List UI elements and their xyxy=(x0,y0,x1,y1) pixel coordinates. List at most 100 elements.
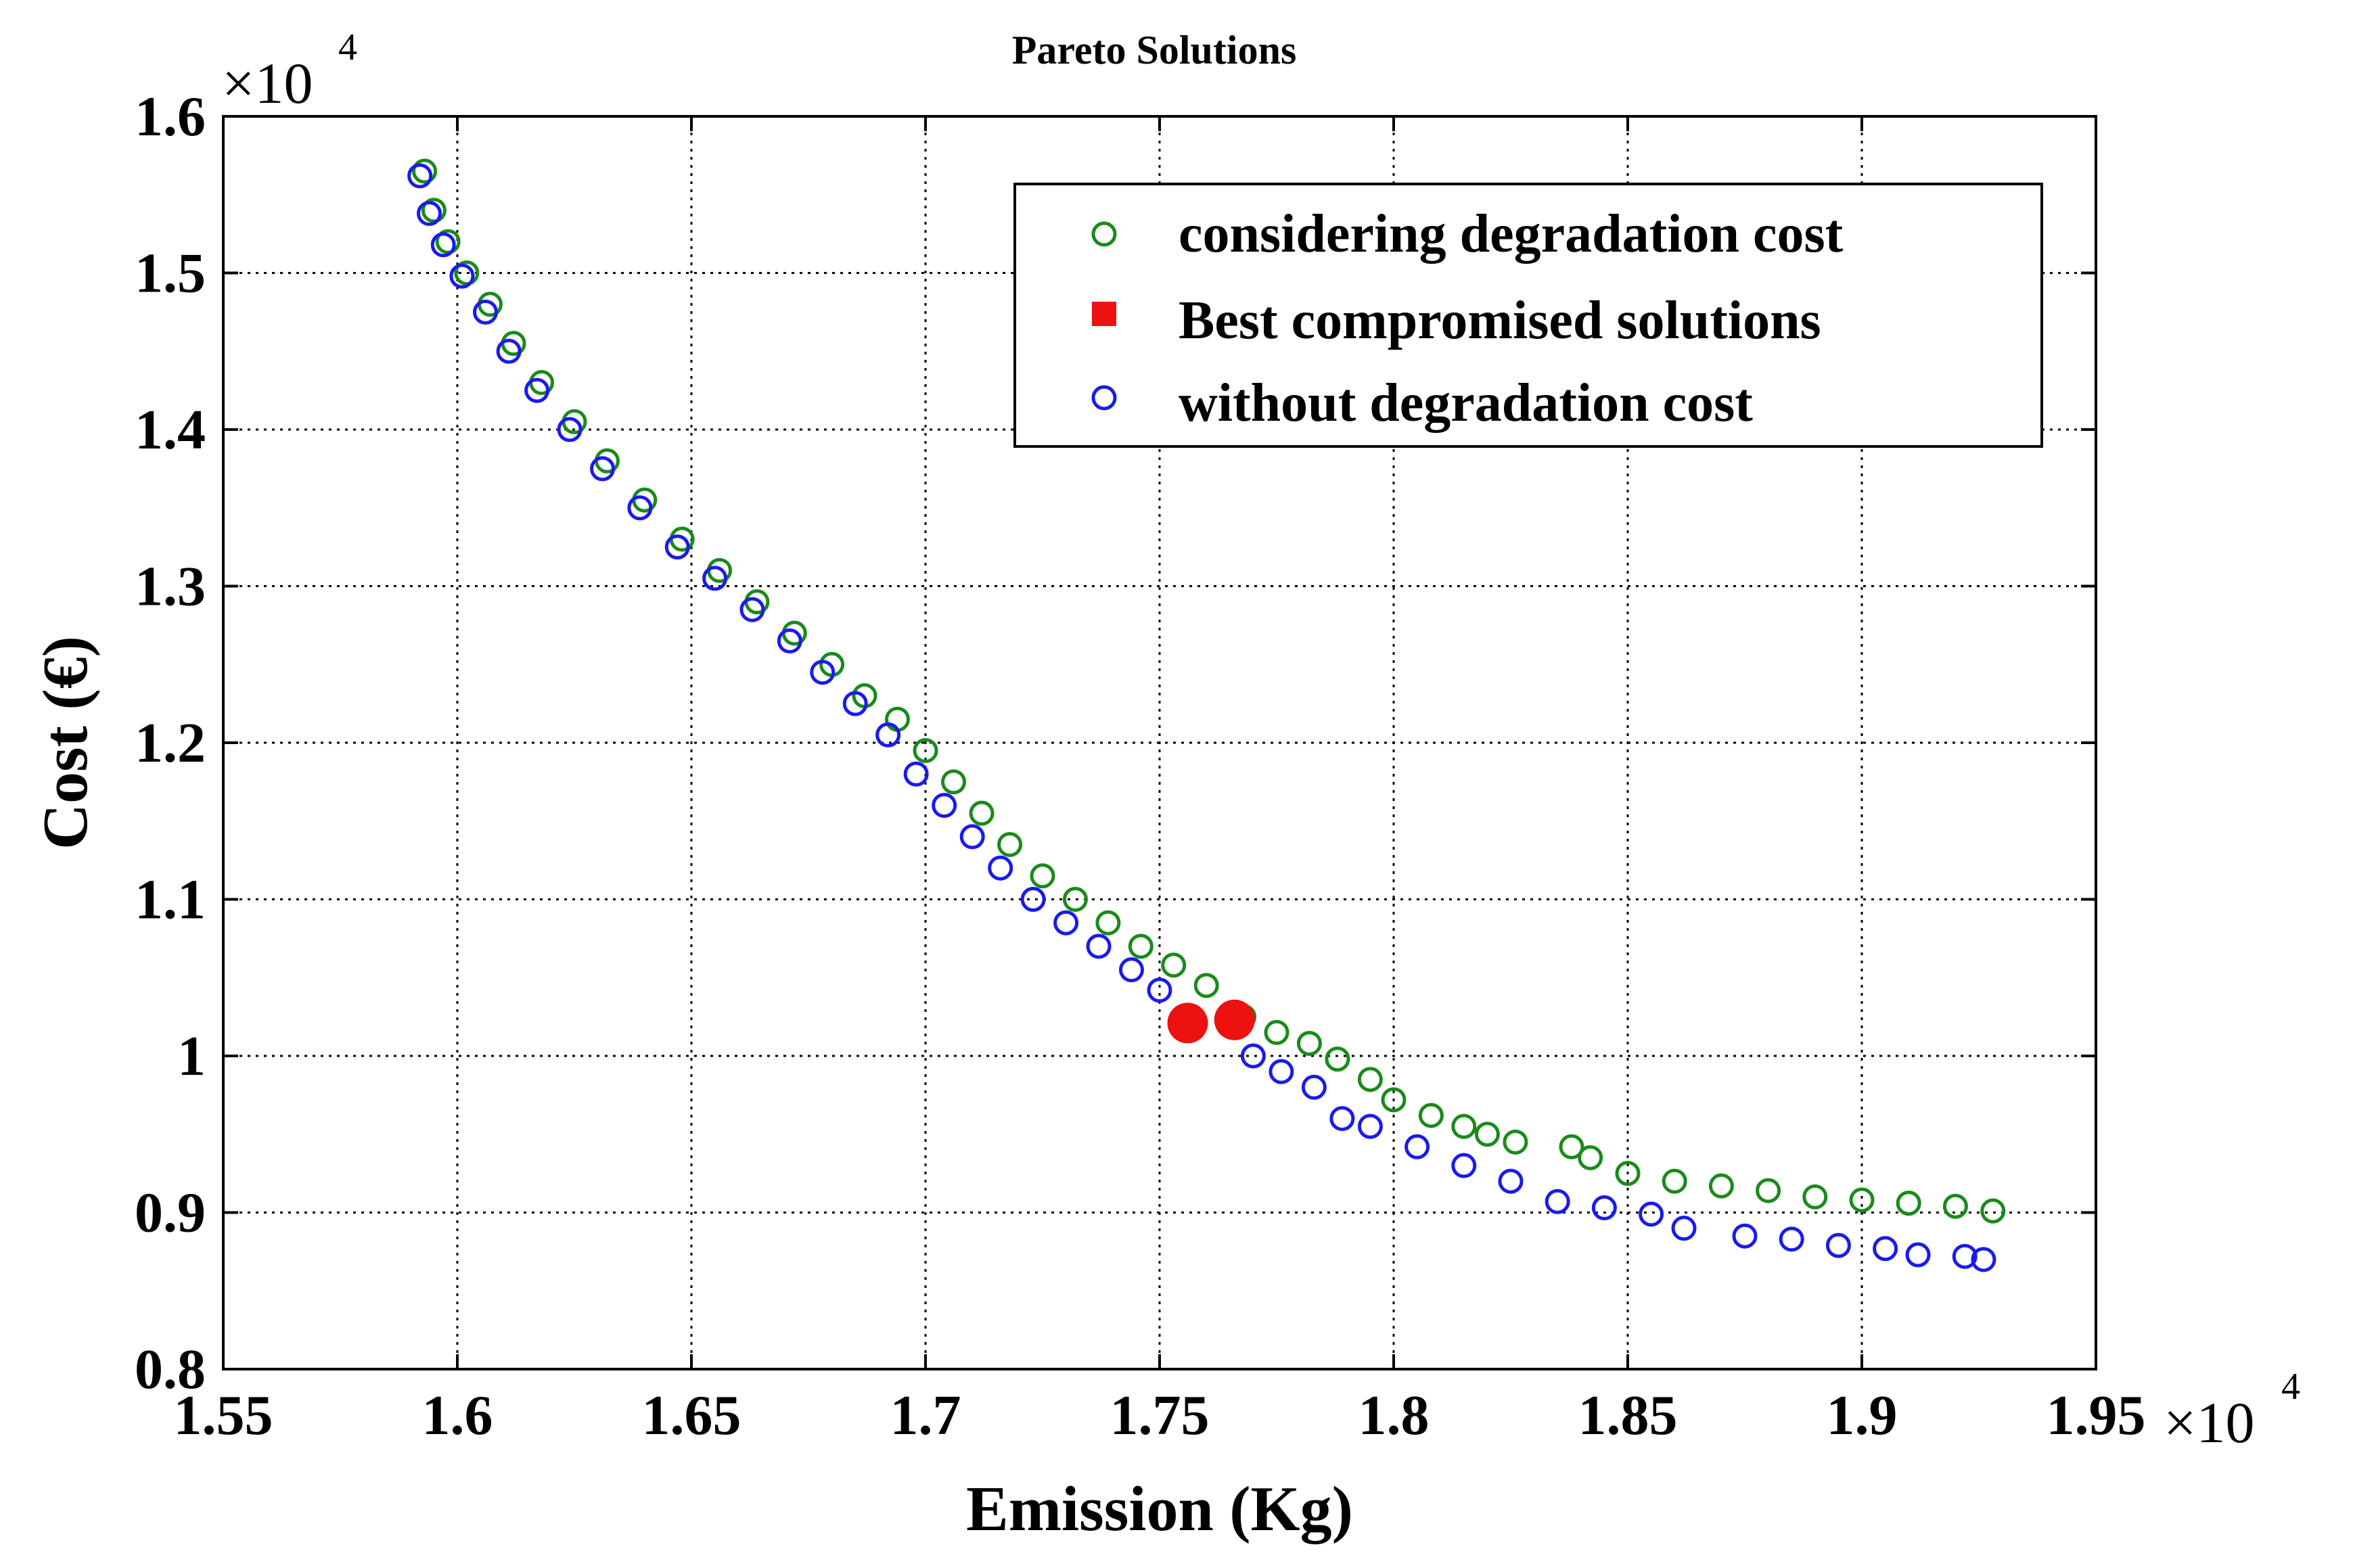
considering-degradation-point xyxy=(1357,1067,1383,1092)
without-degradation-point xyxy=(1671,1216,1697,1241)
x-tick-label: 1.75 xyxy=(1110,1384,1210,1447)
without-degradation-point xyxy=(416,201,442,227)
without-degradation-point xyxy=(449,263,475,289)
without-degradation-point xyxy=(1952,1243,1978,1269)
considering-degradation-point xyxy=(1662,1168,1687,1194)
considering-degradation-point xyxy=(1802,1184,1828,1209)
considering-degradation-point xyxy=(1296,1030,1322,1056)
legend-marker-best xyxy=(1092,302,1116,326)
considering-degradation-point xyxy=(1095,910,1121,936)
y-tick-label: 1.2 xyxy=(135,712,206,775)
without-degradation-point xyxy=(739,597,765,622)
x-axis-label: Emission (Kg) xyxy=(966,1474,1353,1544)
considering-degradation-point xyxy=(1381,1087,1407,1113)
legend-label-best: Best compromised solutions xyxy=(1179,291,1821,350)
considering-degradation-point xyxy=(941,769,967,795)
y-exponent-power: 4 xyxy=(338,26,357,68)
without-degradation-point xyxy=(473,299,499,325)
x-tick-label: 1.85 xyxy=(1578,1384,1678,1447)
legend-label-without: without degradation cost xyxy=(1179,373,1753,433)
without-degradation-point xyxy=(1118,957,1144,983)
y-axis-label: Cost (€) xyxy=(30,636,101,850)
axis-ticks: 1.55 1.6 1.65 1.7 1.75 1.8 1.85 1.9 1.95 0.8 0.9 1 1… xyxy=(135,85,2146,1447)
without-degradation-point xyxy=(1498,1168,1524,1194)
considering-degradation-point xyxy=(1451,1113,1477,1139)
without-degradation-point xyxy=(1086,933,1112,959)
considering-degradation-point xyxy=(1161,952,1187,978)
without-degradation-point xyxy=(1905,1242,1931,1268)
considering-degradation-point xyxy=(913,738,938,764)
without-degradation-point xyxy=(1873,1236,1898,1262)
considering-degradation-point xyxy=(412,158,438,184)
y-tick-label: 1.1 xyxy=(135,869,206,931)
without-degradation-point xyxy=(496,338,522,364)
considering-degradation-point xyxy=(1030,863,1055,889)
legend-marker-without xyxy=(1091,385,1117,411)
considering-degradation-point xyxy=(1128,933,1153,959)
x-tick-label: 1.9 xyxy=(1827,1384,1898,1447)
without-degradation-point xyxy=(1971,1247,1996,1272)
considering-degradation-point xyxy=(1062,887,1088,912)
considering-degradation-point xyxy=(997,831,1023,857)
x-tick-label: 1.8 xyxy=(1358,1384,1430,1447)
y-tick-label: 1.4 xyxy=(135,398,206,461)
best-solution-point xyxy=(1167,1002,1208,1044)
x-tick-label: 1.95 xyxy=(2047,1384,2146,1447)
without-degradation-point xyxy=(1404,1134,1430,1159)
considering-degradation-point xyxy=(1849,1187,1875,1213)
considering-degradation-point xyxy=(1474,1122,1500,1147)
considering-degradation-point xyxy=(1615,1161,1641,1186)
y-exponent-label: ×10 xyxy=(222,51,313,116)
without-degradation-point xyxy=(810,660,836,685)
without-degradation-point xyxy=(702,566,728,591)
without-degradation-point xyxy=(777,628,802,654)
considering-degradation-point xyxy=(421,198,447,223)
without-degradation-point xyxy=(988,855,1013,881)
data-points xyxy=(407,158,2006,1272)
without-degradation-point xyxy=(524,377,550,403)
considering-degradation-point xyxy=(1708,1173,1734,1199)
without-degradation-point xyxy=(932,793,957,818)
without-degradation-point xyxy=(407,163,433,189)
without-degradation-point xyxy=(1357,1113,1383,1139)
without-degradation-point xyxy=(590,456,616,482)
y-tick-label: 0.9 xyxy=(135,1182,206,1245)
without-degradation-point xyxy=(1825,1232,1851,1258)
x-tick-label: 1.6 xyxy=(422,1384,493,1447)
without-degradation-point xyxy=(1779,1226,1804,1252)
considering-degradation-point xyxy=(1325,1046,1350,1072)
without-degradation-point xyxy=(1269,1059,1294,1084)
legend-label-considering: considering degradation cost xyxy=(1179,204,1844,264)
without-degradation-point xyxy=(903,761,929,787)
x-exponent-power: 4 xyxy=(2281,1366,2300,1408)
chart-title: Pareto Solutions xyxy=(1012,28,1297,72)
legend-box xyxy=(1013,183,2043,448)
without-degradation-point xyxy=(875,722,901,747)
without-degradation-point xyxy=(1240,1043,1266,1069)
considering-degradation-point xyxy=(435,229,461,254)
without-degradation-point xyxy=(1147,977,1172,1003)
y-tick-label: 1.3 xyxy=(135,555,206,618)
x-tick-label: 1.55 xyxy=(174,1384,273,1447)
without-degradation-point xyxy=(959,824,985,850)
considering-degradation-point xyxy=(1578,1145,1603,1170)
without-degradation-point xyxy=(1329,1106,1355,1132)
legend: considering degradation cost Best compro… xyxy=(1013,183,2043,448)
without-degradation-point xyxy=(1545,1189,1570,1214)
y-tick-label: 1.6 xyxy=(135,85,206,148)
considering-degradation-point xyxy=(969,800,995,826)
considering-degradation-point xyxy=(1264,1019,1289,1045)
considering-degradation-point xyxy=(1896,1191,1921,1216)
without-degradation-point xyxy=(557,417,582,442)
without-degradation-point xyxy=(664,534,690,560)
without-degradation-point xyxy=(1301,1074,1327,1100)
without-degradation-point xyxy=(1591,1195,1617,1221)
without-degradation-point xyxy=(1451,1153,1477,1178)
x-tick-label: 1.65 xyxy=(642,1384,741,1447)
considering-degradation-point xyxy=(1559,1134,1584,1159)
y-tick-label: 1.5 xyxy=(135,242,206,305)
x-exponent-label: ×10 xyxy=(2164,1390,2255,1455)
without-degradation-point xyxy=(1732,1223,1758,1249)
without-degradation-point xyxy=(842,691,868,716)
